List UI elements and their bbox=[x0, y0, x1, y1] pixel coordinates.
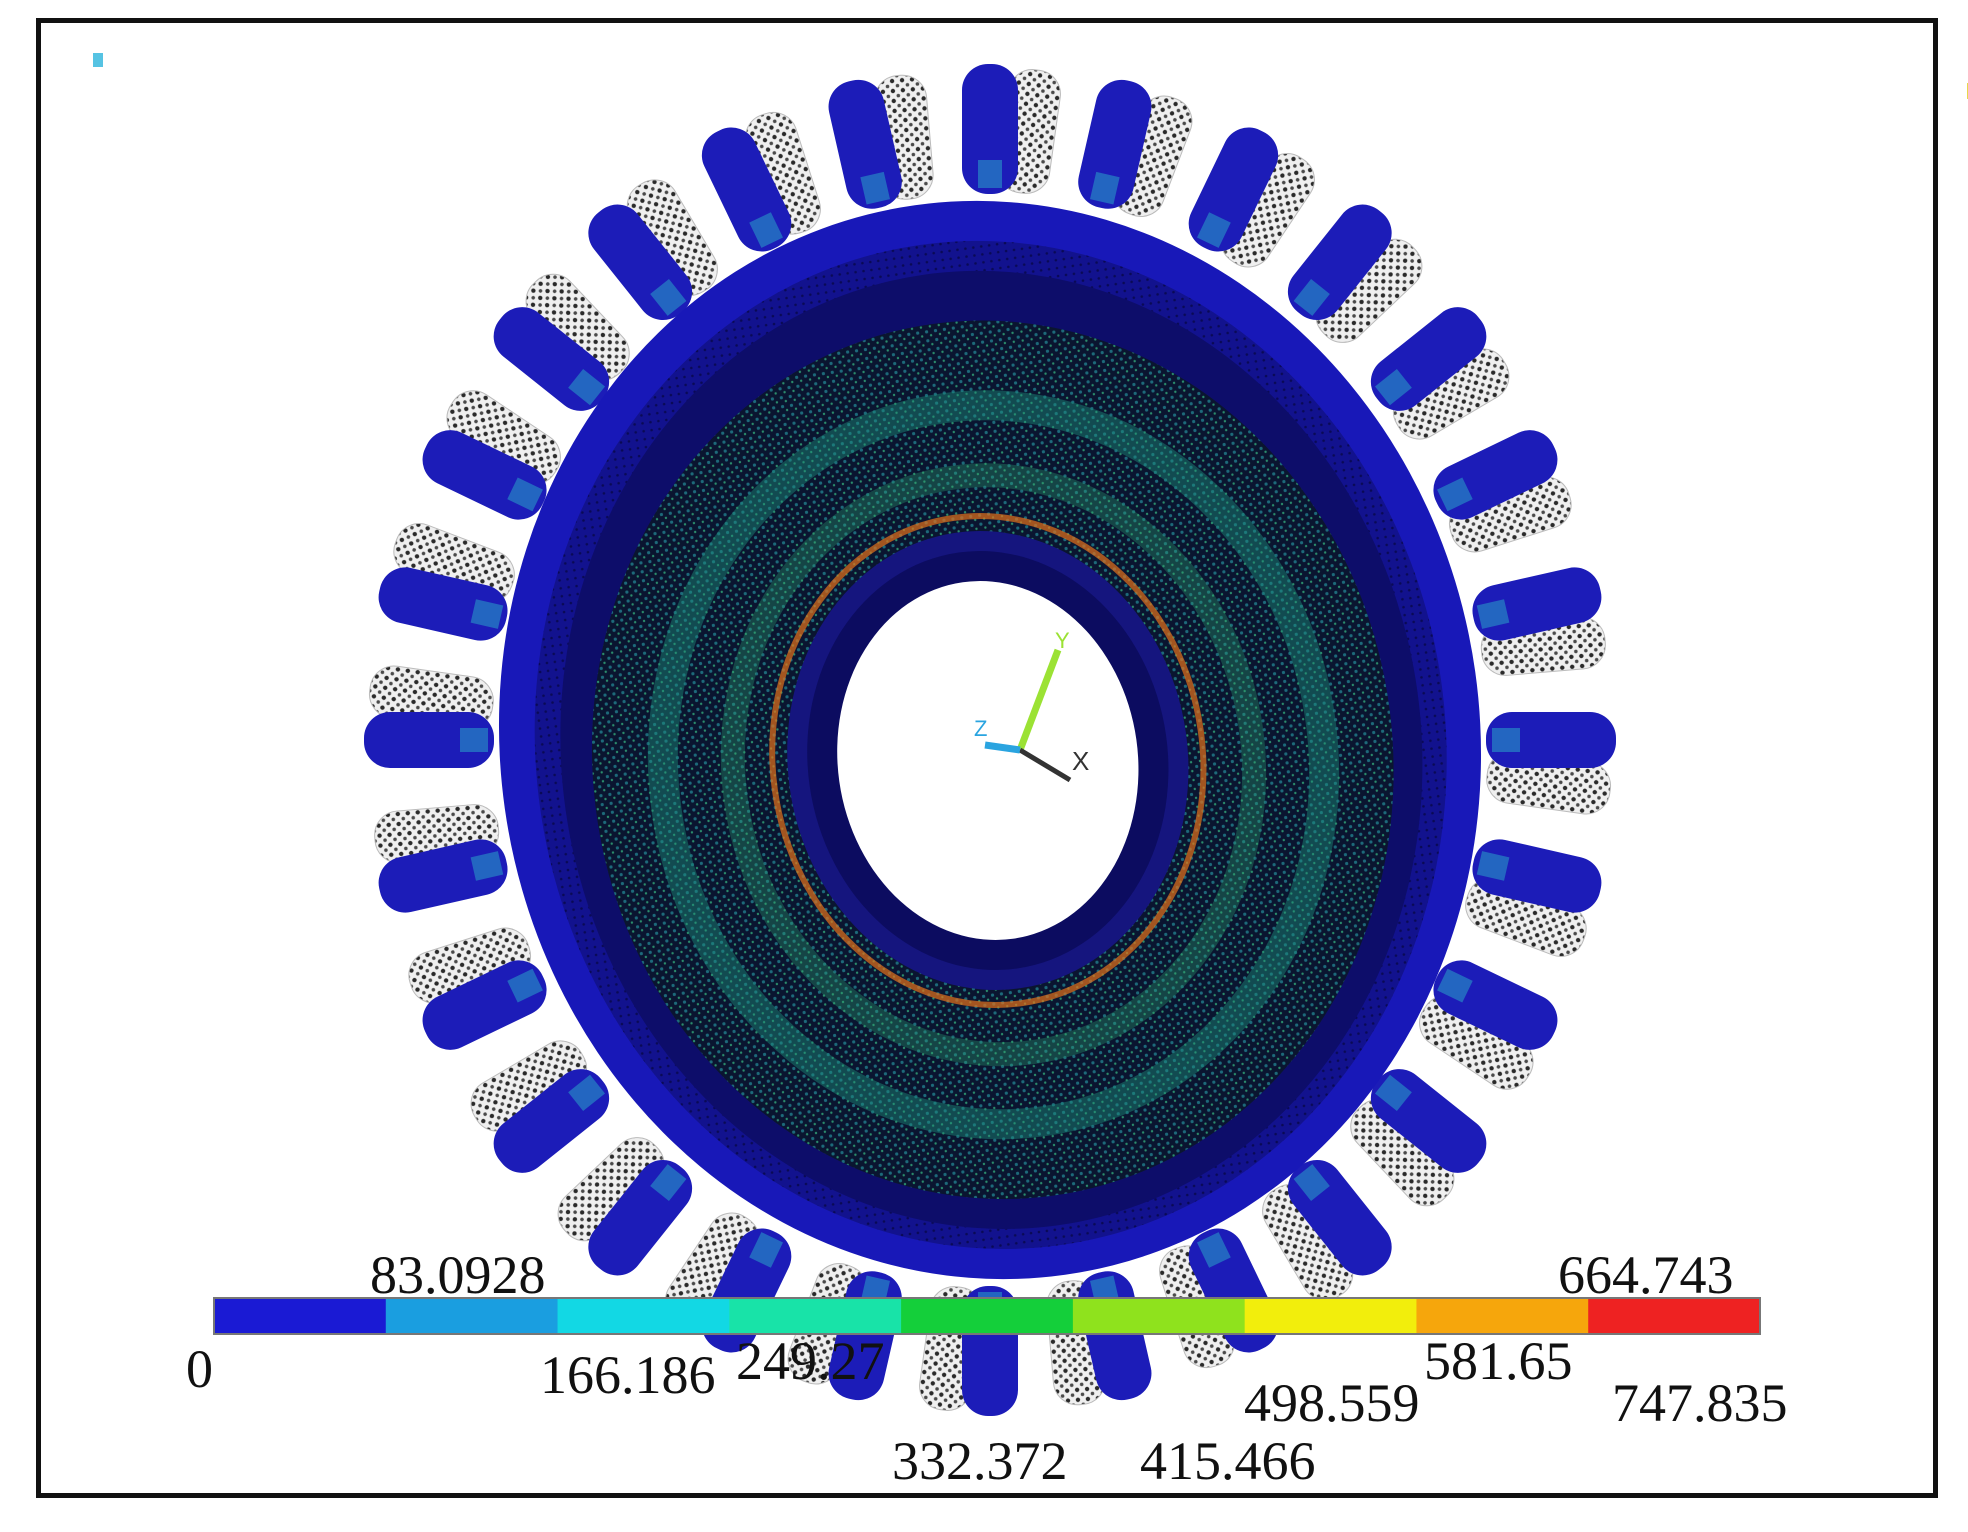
viewport-corner-marker bbox=[93, 53, 103, 67]
blade bbox=[1188, 127, 1279, 252]
bore-hole bbox=[837, 581, 1139, 940]
disc-web-inner bbox=[720, 463, 1267, 1067]
colorbar-segment bbox=[1416, 1298, 1589, 1334]
hub-stress-ring bbox=[769, 513, 1207, 1008]
blade bbox=[378, 567, 508, 641]
triad-z-axis bbox=[984, 741, 1021, 754]
colorbar-tick-label: 498.559 bbox=[1244, 1373, 1420, 1433]
disc-web-ring bbox=[647, 390, 1340, 1140]
triad-x-label: X bbox=[1072, 746, 1089, 776]
blade bbox=[1370, 1069, 1487, 1173]
colorbar-segment bbox=[1072, 1298, 1246, 1334]
triad-y-axis bbox=[1016, 648, 1062, 752]
blade bbox=[1370, 307, 1487, 411]
blade bbox=[828, 79, 902, 209]
blade bbox=[962, 64, 1018, 194]
colorbar-border bbox=[213, 1297, 1761, 1335]
blade bbox=[1287, 1159, 1392, 1276]
blade bbox=[701, 127, 792, 252]
blade bbox=[422, 960, 547, 1050]
blade bbox=[422, 430, 547, 520]
blade bbox=[1472, 839, 1602, 913]
blade bbox=[493, 1069, 610, 1173]
colorbar-segment bbox=[729, 1298, 902, 1334]
blade bbox=[493, 307, 610, 411]
colorbar-tick-label: 332.372 bbox=[892, 1431, 1068, 1491]
triad-x-axis bbox=[1018, 747, 1072, 783]
blade bbox=[588, 1159, 693, 1276]
colorbar-segment bbox=[901, 1298, 1074, 1334]
blade bbox=[1486, 712, 1616, 768]
blade bbox=[1472, 567, 1602, 641]
colorbar-tick-label: 83.0928 bbox=[370, 1245, 546, 1305]
blade bbox=[378, 839, 508, 913]
colorbar-tick-label: 581.65 bbox=[1424, 1331, 1573, 1391]
colorbar-segment bbox=[557, 1298, 730, 1334]
disc bbox=[498, 200, 1482, 1280]
colorbar-segment bbox=[1588, 1298, 1761, 1334]
blade bbox=[364, 712, 494, 768]
blade bbox=[1433, 960, 1558, 1050]
colorbar-tick-label: 249.27 bbox=[736, 1331, 885, 1391]
blade bbox=[1287, 204, 1392, 321]
colorbar bbox=[213, 1297, 1761, 1335]
axis-triad: Y X Z bbox=[974, 628, 1089, 783]
colorbar-tick-label: 0 bbox=[186, 1339, 213, 1399]
colorbar-tick-label: 747.835 bbox=[1612, 1373, 1788, 1433]
colorbar-tick-label: 664.743 bbox=[1558, 1245, 1734, 1305]
colorbar-segment bbox=[1244, 1298, 1417, 1334]
blade bbox=[588, 204, 693, 321]
colorbar-segment bbox=[214, 1298, 387, 1334]
colorbar-tick-label: 166.186 bbox=[540, 1345, 716, 1405]
colorbar-tick-label: 415.466 bbox=[1140, 1431, 1316, 1491]
blade bbox=[1433, 430, 1558, 520]
triad-z-label: Z bbox=[974, 716, 987, 741]
triad-y-label: Y bbox=[1055, 628, 1070, 653]
blade bbox=[1078, 79, 1152, 209]
colorbar-segment bbox=[385, 1298, 559, 1334]
